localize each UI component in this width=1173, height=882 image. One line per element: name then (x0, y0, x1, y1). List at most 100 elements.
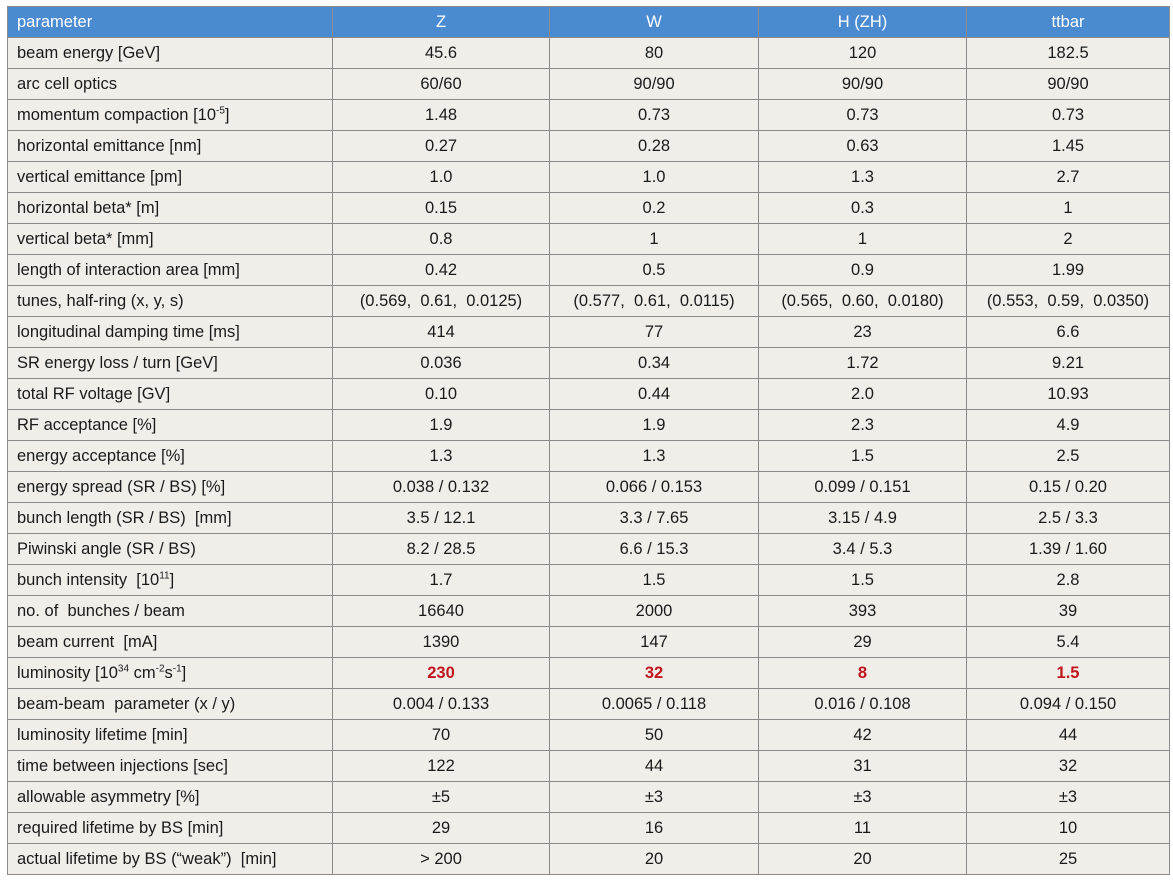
cell-z: ±5 (332, 781, 550, 813)
cell-w: 0.2 (549, 192, 759, 224)
row-label: vertical beta* [mm] (7, 223, 333, 255)
row-label: longitudinal damping time [ms] (7, 316, 333, 348)
cell-h: 0.73 (758, 99, 967, 131)
cell-h: 0.016 / 0.108 (758, 688, 967, 720)
table-row: Piwinski angle (SR / BS) 8.2 / 28.5 6.6 … (7, 533, 1170, 565)
label-text: luminosity lifetime [min] (17, 725, 188, 744)
cell-ttbar: 1.39 / 1.60 (966, 533, 1170, 565)
cell-z: 1390 (332, 626, 550, 658)
cell-ttbar: 6.6 (966, 316, 1170, 348)
cell-ttbar: 1 (966, 192, 1170, 224)
table-row: length of interaction area [mm] 0.42 0.5… (7, 254, 1170, 286)
cell-h: 1.5 (758, 440, 967, 472)
table-row: time between injections [sec] 122 44 31 … (7, 750, 1170, 782)
cell-w: 0.34 (549, 347, 759, 379)
cell-h: 1 (758, 223, 967, 255)
row-label: arc cell optics (7, 68, 333, 100)
header-ttbar: ttbar (966, 6, 1170, 38)
cell-ttbar: 2.8 (966, 564, 1170, 596)
cell-h: 2.0 (758, 378, 967, 410)
table-row: horizontal beta* [m] 0.15 0.2 0.3 1 (7, 192, 1170, 224)
cell-z: 45.6 (332, 37, 550, 69)
cell-ttbar: 9.21 (966, 347, 1170, 379)
row-label: time between injections [sec] (7, 750, 333, 782)
cell-z: 0.8 (332, 223, 550, 255)
table-row: energy acceptance [%] 1.3 1.3 1.5 2.5 (7, 440, 1170, 472)
cell-z: 1.48 (332, 99, 550, 131)
table-row: beam energy [GeV] 45.6 80 120 182.5 (7, 37, 1170, 69)
header-row: parameter Z W H (ZH) ttbar (7, 6, 1170, 38)
cell-ttbar: 32 (966, 750, 1170, 782)
cell-w: 6.6 / 15.3 (549, 533, 759, 565)
cell-w: 0.066 / 0.153 (549, 471, 759, 503)
label-text: beam current [mA] (17, 632, 158, 651)
table-row: bunch length (SR / BS) [mm] 3.5 / 12.1 3… (7, 502, 1170, 534)
label-text: cm (129, 663, 156, 682)
row-label: bunch intensity [1011] (7, 564, 333, 596)
table-row: allowable asymmetry [%] ±5 ±3 ±3 ±3 (7, 781, 1170, 813)
cell-ttbar: ±3 (966, 781, 1170, 813)
row-label: beam energy [GeV] (7, 37, 333, 69)
cell-ttbar: 2.5 (966, 440, 1170, 472)
label-superscript: 34 (117, 663, 130, 674)
cell-h: 0.3 (758, 192, 967, 224)
cell-ttbar: 5.4 (966, 626, 1170, 658)
table-row: horizontal emittance [nm] 0.27 0.28 0.63… (7, 130, 1170, 162)
cell-z: 1.9 (332, 409, 550, 441)
cell-ttbar: 1.45 (966, 130, 1170, 162)
cell-ttbar: 1.5 (966, 657, 1170, 689)
cell-h: 120 (758, 37, 967, 69)
row-label: length of interaction area [mm] (7, 254, 333, 286)
label-text: energy acceptance [%] (17, 446, 185, 465)
row-label: required lifetime by BS [min] (7, 812, 333, 844)
cell-w: 147 (549, 626, 759, 658)
cell-z: 0.038 / 0.132 (332, 471, 550, 503)
label-text: total RF voltage [GV] (17, 384, 171, 403)
cell-z: (0.569, 0.61, 0.0125) (332, 285, 550, 317)
label-superscript: -1 (172, 663, 182, 674)
row-label: RF acceptance [%] (7, 409, 333, 441)
cell-z: 1.3 (332, 440, 550, 472)
label-text: vertical beta* [mm] (17, 229, 154, 248)
cell-w: 77 (549, 316, 759, 348)
cell-w: 1 (549, 223, 759, 255)
cell-w: 90/90 (549, 68, 759, 100)
label-text: momentum compaction [10 (17, 105, 217, 124)
cell-w: 0.0065 / 0.118 (549, 688, 759, 720)
cell-ttbar: 39 (966, 595, 1170, 627)
cell-h: 3.4 / 5.3 (758, 533, 967, 565)
cell-ttbar: 10 (966, 812, 1170, 844)
table-row: luminosity lifetime [min] 70 50 42 44 (7, 719, 1170, 751)
cell-w: 0.44 (549, 378, 759, 410)
cell-w: ±3 (549, 781, 759, 813)
label-text: energy spread (SR / BS) [%] (17, 477, 226, 496)
cell-w: 1.9 (549, 409, 759, 441)
table-row: actual lifetime by BS (“weak”) [min] > 2… (7, 843, 1170, 875)
cell-z: 0.004 / 0.133 (332, 688, 550, 720)
cell-z: 0.10 (332, 378, 550, 410)
cell-z: 122 (332, 750, 550, 782)
cell-ttbar: 44 (966, 719, 1170, 751)
cell-ttbar: 0.73 (966, 99, 1170, 131)
cell-z: 16640 (332, 595, 550, 627)
label-text: beam energy [GeV] (17, 43, 161, 62)
cell-z: > 200 (332, 843, 550, 875)
cell-ttbar: 1.99 (966, 254, 1170, 286)
cell-ttbar: 0.094 / 0.150 (966, 688, 1170, 720)
cell-w: 0.5 (549, 254, 759, 286)
row-label: horizontal emittance [nm] (7, 130, 333, 162)
row-label: allowable asymmetry [%] (7, 781, 333, 813)
parameter-table-container: parameter Z W H (ZH) ttbar beam energy [… (7, 6, 1170, 875)
header-parameter: parameter (7, 6, 333, 38)
label-text: horizontal beta* [m] (17, 198, 160, 217)
cell-h: 8 (758, 657, 967, 689)
label-text: ] (181, 663, 187, 682)
table-row: beam-beam parameter (x / y) 0.004 / 0.13… (7, 688, 1170, 720)
cell-ttbar: 2.5 / 3.3 (966, 502, 1170, 534)
cell-h: 0.63 (758, 130, 967, 162)
cell-h: 1.5 (758, 564, 967, 596)
cell-h: 90/90 (758, 68, 967, 100)
table-row: required lifetime by BS [min] 29 16 11 1… (7, 812, 1170, 844)
row-label: actual lifetime by BS (“weak”) [min] (7, 843, 333, 875)
cell-z: 8.2 / 28.5 (332, 533, 550, 565)
